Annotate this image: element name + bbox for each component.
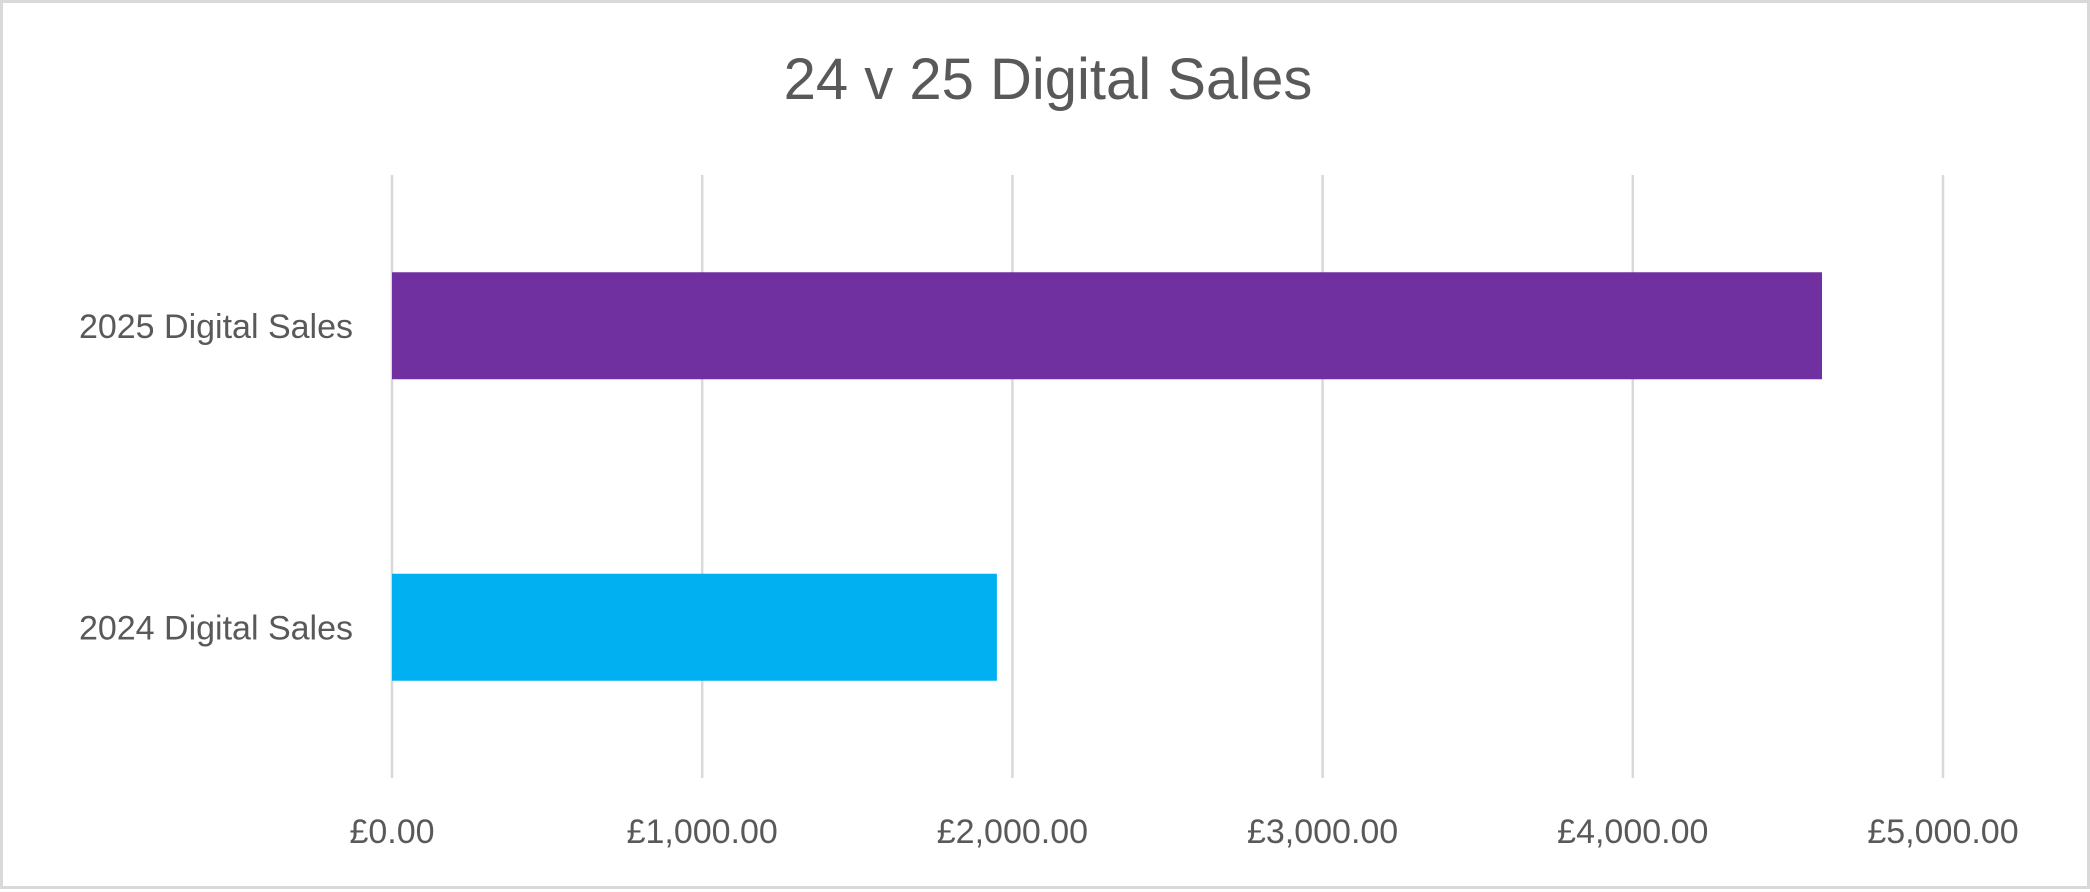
x-tick-label: £0.00 <box>349 813 434 851</box>
bar <box>392 272 1823 380</box>
bars <box>392 272 1823 681</box>
bar <box>392 573 997 681</box>
x-tick-label: £4,000.00 <box>1557 813 1708 851</box>
gridlines <box>390 175 1945 778</box>
bar-chart: 24 v 25 Digital Sales 2025 Digital Sales… <box>79 47 2019 851</box>
x-axis-tick-labels: £0.00 £1,000.00 £2,000.00 £3,000.00 £4,000.0… <box>349 813 2018 851</box>
x-tick-label: £3,000.00 <box>1247 813 1398 851</box>
x-tick-label: £5,000.00 <box>1867 813 2018 851</box>
category-label: 2024 Digital Sales <box>79 609 353 647</box>
x-tick-label: £1,000.00 <box>627 813 778 851</box>
chart-title: 24 v 25 Digital Sales <box>784 47 1313 112</box>
x-tick-label: £2,000.00 <box>937 813 1088 851</box>
category-label: 2025 Digital Sales <box>79 308 353 346</box>
category-labels: 2025 Digital Sales 2024 Digital Sales <box>79 308 353 648</box>
